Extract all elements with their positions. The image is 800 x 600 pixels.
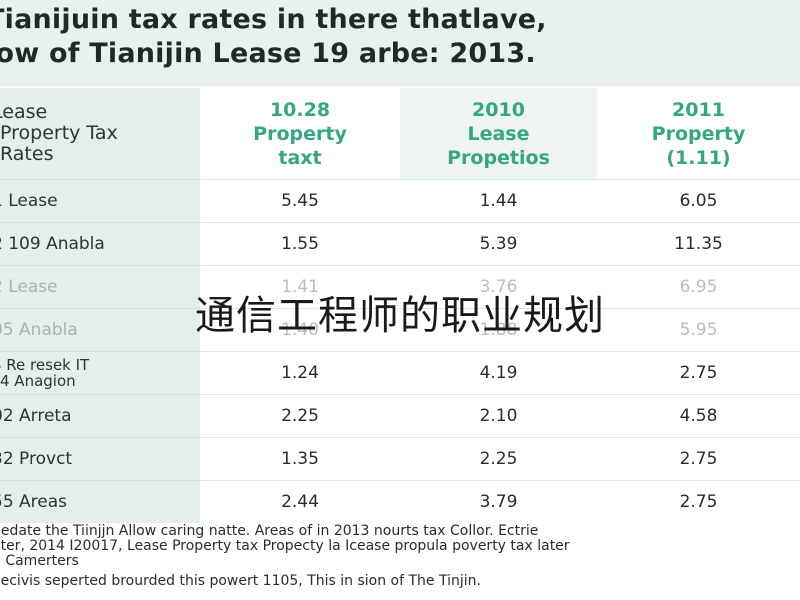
column-header-lease-properties: 2010 Lease Propetios — [400, 88, 597, 180]
table-cell: 1.35 — [200, 437, 400, 481]
table-cell: 5.39 — [400, 222, 597, 266]
page-title-line-2: low of Tianijin Lease 19 arbe: 2013. — [0, 38, 536, 69]
tax-rates-table: Lease Property Tax Rates 10.28 Property … — [0, 88, 800, 523]
table-cell: 2.25 — [400, 437, 597, 481]
table-cell: 4.19 — [400, 351, 597, 395]
table-cell: 1.40 — [200, 308, 400, 352]
table-cell: 3.76 — [400, 265, 597, 309]
row-label: 05 Anabla — [0, 308, 200, 352]
table-cell: 1.88 — [400, 308, 597, 352]
table-row: 2 109 Anabla 1.55 5.39 11.35 — [0, 222, 800, 266]
column-header-lease-rates: Lease Property Tax Rates — [0, 88, 200, 180]
table-cell: 11.35 — [597, 222, 800, 266]
table-row: 4 Re resek IT 4 Anagion 1.24 4.19 2.75 — [0, 351, 800, 395]
table-cell: 3.79 — [400, 480, 597, 523]
table-row: 02 Arreta 2.25 2.10 4.58 — [0, 394, 800, 438]
table-row: 2 Lease 1.41 3.76 6.95 — [0, 265, 800, 309]
table-cell: 6.95 — [597, 265, 800, 309]
footnotes: hedate the Tiinjjn Allow caring natte. A… — [0, 524, 800, 589]
footnote-line: n Camerters — [0, 554, 79, 569]
overlay-caption: 通信工程师的职业规划 — [195, 293, 605, 339]
page-title-line-1: Tianijuin tax rates in there thatlave, — [0, 4, 547, 35]
table-cell: 2.75 — [597, 480, 800, 523]
table-cell: 5.95 — [597, 308, 800, 352]
table-header-row: Lease Property Tax Rates 10.28 Property … — [0, 88, 800, 180]
row-label: 02 Arreta — [0, 394, 200, 438]
row-label: 1 Lease — [0, 179, 200, 223]
table-row: 1 Lease 5.45 1.44 6.05 — [0, 179, 800, 223]
row-label: 55 Areas — [0, 480, 200, 523]
table-cell: 1.55 — [200, 222, 400, 266]
table-cell: 2.75 — [597, 437, 800, 481]
table-cell: 2.75 — [597, 351, 800, 395]
title-band: Tianijuin tax rates in there thatlave, l… — [0, 0, 800, 86]
footnote-line: ater, 2014 I20017, Lease Property tax Pr… — [0, 539, 570, 554]
column-header-property-2011: 2011 Property (1.11) — [597, 88, 800, 180]
column-header-property-tax: 10.28 Property taxt — [200, 88, 400, 180]
table-cell: 6.05 — [597, 179, 800, 223]
table-cell: 2.44 — [200, 480, 400, 523]
table-row: 05 Anabla 1.40 1.88 5.95 — [0, 308, 800, 352]
table-cell: 1.41 — [200, 265, 400, 309]
table-cell: 2.25 — [200, 394, 400, 438]
row-label: 2 Lease — [0, 265, 200, 309]
row-label: 32 Provct — [0, 437, 200, 481]
footnote-line: eecivis seperted brourded this powert 11… — [0, 574, 481, 589]
table-row: 32 Provct 1.35 2.25 2.75 — [0, 437, 800, 481]
table-row: 55 Areas 2.44 3.79 2.75 — [0, 480, 800, 523]
table-cell: 1.24 — [200, 351, 400, 395]
table-cell: 4.58 — [597, 394, 800, 438]
table-cell: 5.45 — [200, 179, 400, 223]
table-cell: 1.44 — [400, 179, 597, 223]
row-label: 4 Re resek IT 4 Anagion — [0, 351, 200, 395]
table-cell: 2.10 — [400, 394, 597, 438]
footnote-line: hedate the Tiinjjn Allow caring natte. A… — [0, 524, 539, 539]
row-label: 2 109 Anabla — [0, 222, 200, 266]
